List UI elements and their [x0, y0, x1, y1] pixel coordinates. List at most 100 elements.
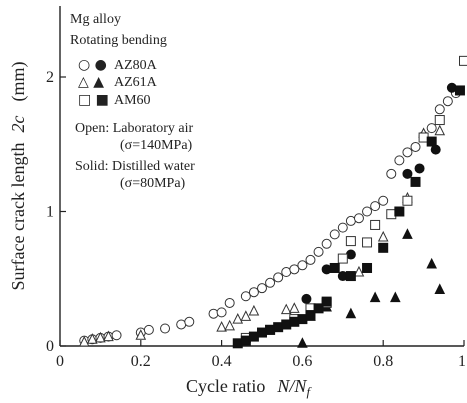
axes: [59, 6, 464, 347]
x-tick-label: 0.2: [131, 353, 151, 370]
circle-marker: [321, 238, 332, 249]
circle-marker: [410, 141, 421, 152]
y-axis-title-var: 2c: [8, 116, 28, 133]
circle-marker: [362, 206, 373, 217]
triangle-marker: [280, 303, 292, 315]
square-marker: [410, 176, 421, 187]
circle-marker: [160, 323, 171, 334]
legend-symbols-az61a: △ ▲: [78, 74, 104, 90]
y-tick-label: 0: [46, 338, 54, 355]
y-tick-label: 1: [46, 204, 54, 221]
square-marker: [362, 262, 373, 273]
legend-symbols-am60: □ ■: [78, 92, 109, 108]
triangle-marker: [345, 307, 357, 319]
circle-marker: [143, 324, 154, 335]
circle-marker: [394, 155, 405, 166]
x-axis-title-sub: f: [306, 384, 312, 399]
circle-marker: [402, 168, 413, 179]
triangle-marker: [434, 283, 446, 295]
square-marker: [337, 253, 348, 264]
square-marker: [426, 136, 437, 147]
triangle-marker: [95, 331, 106, 343]
triangle-marker: [232, 312, 244, 324]
circle-marker: [402, 147, 413, 158]
circle-marker: [265, 277, 276, 288]
triangle-marker: [390, 291, 401, 303]
square-marker: [321, 296, 332, 307]
circle-marker: [216, 307, 227, 318]
square-marker: [313, 303, 324, 314]
square-marker: [394, 206, 405, 217]
circle-marker: [273, 272, 284, 283]
legend-open-stress: (σ=140MPa): [120, 138, 193, 153]
circle-marker: [329, 229, 340, 240]
square-marker: [362, 237, 373, 248]
circle-marker: [184, 316, 195, 327]
x-tick-label: 0.4: [212, 353, 232, 370]
circle-marker: [434, 104, 445, 115]
circle-marker: [240, 291, 251, 302]
triangle-marker: [216, 321, 227, 332]
circle-marker: [257, 283, 267, 294]
square-marker: [345, 236, 356, 247]
triangle-marker: [369, 291, 381, 303]
triangle-marker: [103, 330, 114, 342]
x-tick-label: 0.8: [373, 353, 393, 370]
circle-marker: [208, 308, 219, 319]
triangle-marker: [426, 257, 437, 269]
triangle-marker: [377, 230, 389, 242]
square-marker: [402, 195, 413, 206]
legend-label-az61a: AZ61A: [114, 75, 158, 90]
x-axis-title-main: Cycle ratio: [186, 376, 265, 396]
circle-marker: [305, 254, 316, 265]
circle-marker: [442, 96, 453, 107]
circle-marker: [224, 297, 235, 308]
circle-marker: [414, 163, 425, 174]
x-tick-label: 1: [458, 353, 466, 370]
y-axis-title: Surface crack length 2c (mm): [8, 62, 29, 291]
circle-marker: [289, 264, 300, 275]
square-marker: [329, 262, 340, 273]
circle-marker: [353, 213, 364, 224]
triangle-marker: [135, 329, 147, 340]
x-tick-label: 0.6: [292, 353, 312, 370]
circle-marker: [386, 168, 397, 179]
circle-marker: [378, 195, 389, 206]
y-axis-title-unit: (mm): [8, 62, 29, 102]
legend: Mg alloy Rotating bending ○ ● AZ80A △ ▲ …: [70, 12, 195, 191]
x-axis-title: Cycle ratio N/Nf: [186, 376, 313, 399]
square-marker: [434, 115, 445, 126]
x-tick-label: 0: [56, 353, 64, 370]
circle-marker: [111, 330, 122, 341]
square-marker: [370, 219, 381, 230]
triangle-marker: [402, 228, 413, 239]
triangle-marker: [353, 265, 365, 277]
square-marker: [459, 55, 467, 66]
triangle-marker: [78, 335, 90, 347]
circle-marker: [297, 260, 308, 271]
y-ticks: 0 1 2: [46, 69, 66, 355]
triangle-marker: [248, 304, 260, 316]
square-marker: [345, 271, 356, 282]
legend-solid-condition: Solid: Distilled water: [75, 159, 195, 174]
legend-open-condition: Open: Laboratory air: [75, 121, 194, 136]
x-ticks: 0 0.2 0.4 0.6 0.8 1: [56, 340, 466, 370]
triangle-marker: [240, 310, 252, 321]
legend-label-am60: AM60: [114, 93, 151, 108]
triangle-marker: [297, 337, 308, 348]
y-axis-title-main: Surface crack length: [8, 143, 28, 291]
square-marker: [454, 85, 465, 96]
legend-symbols-az80a: ○ ●: [78, 57, 107, 73]
y-tick-label: 2: [46, 69, 54, 86]
triangle-marker: [224, 319, 235, 331]
circle-marker: [426, 123, 437, 134]
data-points: [78, 55, 467, 349]
legend-label-az80a: AZ80A: [114, 58, 158, 73]
circle-marker: [248, 287, 259, 298]
square-marker: [378, 242, 389, 253]
circle-marker: [313, 246, 324, 257]
square-marker: [305, 310, 316, 321]
triangle-marker: [289, 302, 300, 313]
legend-solid-stress: (σ=80MPa): [120, 176, 186, 191]
